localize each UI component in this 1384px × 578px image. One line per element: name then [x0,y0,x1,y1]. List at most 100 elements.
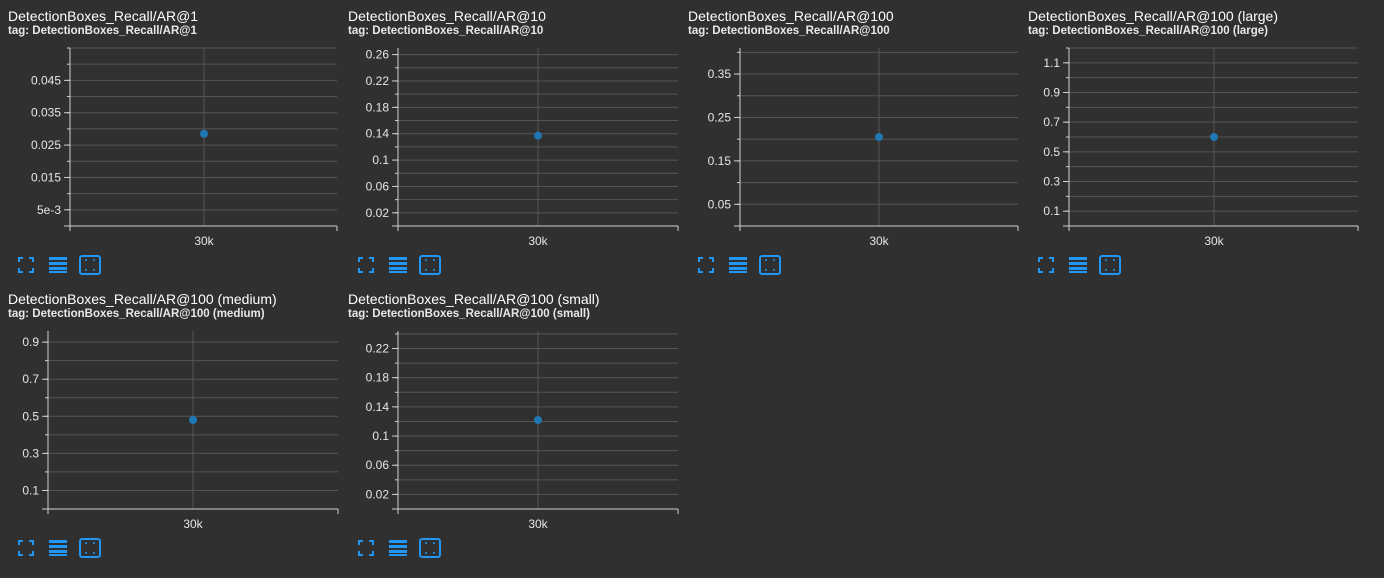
fit-domain-button[interactable] [79,537,101,559]
y-tick-label: 0.18 [366,371,390,385]
data-point [200,129,208,138]
fullscreen-button[interactable] [15,254,37,276]
x-tick-label: 30k [1204,234,1224,248]
x-tick-label: 30k [194,234,214,248]
chart-tag: tag: DetectionBoxes_Recall/AR@100 (mediu… [8,308,265,320]
fullscreen-icon [358,540,374,556]
y-tick-label: 0.9 [22,335,39,349]
fullscreen-button[interactable] [15,537,37,559]
x-tick-label: 30k [183,517,203,531]
y-tick-label: 1.1 [1043,56,1060,70]
chart-card: DetectionBoxes_Recall/AR@100 (small) tag… [340,283,680,566]
chart-title: DetectionBoxes_Recall/AR@100 (medium) [8,291,277,307]
y-tick-label: 0.1 [372,153,389,167]
chart-card: DetectionBoxes_Recall/AR@1 tag: Detectio… [0,0,340,283]
chart-plot: 5e-3 0.015 0.025 0.035 0.045 30k [31,47,338,248]
y-tick-label: 0.015 [31,170,61,184]
fit-domain-icon [1099,255,1121,275]
y-tick-label: 0.1 [22,483,39,497]
chart-card: DetectionBoxes_Recall/AR@100 tag: Detect… [680,0,1020,283]
chart-toolbar [695,254,791,276]
toggle-log-scale-button[interactable] [727,254,749,276]
y-tick-label: 0.3 [22,446,39,460]
fullscreen-icon [1038,257,1054,273]
fullscreen-icon [18,257,34,273]
fullscreen-button[interactable] [1035,254,1057,276]
fit-domain-icon [79,255,101,275]
toggle-log-scale-icon [729,257,747,273]
fullscreen-button[interactable] [355,254,377,276]
toggle-log-scale-icon [389,540,407,556]
chart-tag: tag: DetectionBoxes_Recall/AR@100 (small… [348,308,590,320]
toggle-log-scale-icon [1069,257,1087,273]
fit-domain-button[interactable] [1099,254,1121,276]
toggle-log-scale-button[interactable] [387,537,409,559]
chart-plot: 0.02 0.06 0.1 0.14 0.18 0.22 30k [366,331,679,531]
fit-domain-button[interactable] [419,254,441,276]
y-tick-label: 0.15 [708,154,732,168]
y-tick-label: 0.22 [366,342,390,356]
x-tick-label: 30k [528,517,548,531]
chart-title: DetectionBoxes_Recall/AR@1 [8,8,199,24]
y-tick-label: 0.02 [366,487,390,501]
chart-tag: tag: DetectionBoxes_Recall/AR@100 (large… [1028,25,1269,37]
fit-domain-button[interactable] [419,537,441,559]
fit-domain-button[interactable] [759,254,781,276]
data-point [1210,133,1218,141]
chart-tag: tag: DetectionBoxes_Recall/AR@1 [8,25,197,37]
chart-toolbar [15,254,111,276]
toggle-log-scale-button[interactable] [387,254,409,276]
chart-card: DetectionBoxes_Recall/AR@100 (large) tag… [1020,0,1360,283]
fullscreen-button[interactable] [695,254,717,276]
x-tick-label: 30k [869,234,889,248]
y-tick-label: 0.14 [366,400,390,414]
data-point [875,133,883,141]
x-tick-label: 30k [528,234,548,248]
toggle-log-scale-icon [389,257,407,273]
fullscreen-button[interactable] [355,537,377,559]
toggle-log-scale-button[interactable] [47,254,69,276]
y-tick-label: 0.025 [31,138,61,152]
y-tick-label: 0.06 [366,179,390,193]
data-point [534,131,542,140]
data-point [189,416,197,424]
y-tick-label: 0.5 [1043,145,1060,159]
y-tick-label: 0.035 [31,106,61,120]
chart-title: DetectionBoxes_Recall/AR@100 [688,8,894,24]
y-tick-label: 0.14 [366,127,390,141]
y-tick-label: 0.045 [31,73,61,87]
chart-card: DetectionBoxes_Recall/AR@10 tag: Detecti… [340,0,680,283]
y-tick-label: 0.7 [1043,115,1060,129]
y-tick-label: 0.26 [366,48,390,62]
y-tick-label: 0.35 [708,67,732,81]
y-tick-label: 0.06 [366,458,390,472]
toggle-log-scale-button[interactable] [1067,254,1089,276]
chart-title: DetectionBoxes_Recall/AR@100 (small) [348,291,600,307]
fit-domain-icon [79,538,101,558]
chart-plot: 0.1 0.3 0.5 0.7 0.9 30k [22,331,339,531]
y-tick-label: 0.5 [22,409,39,423]
fullscreen-icon [698,257,714,273]
chart-title: DetectionBoxes_Recall/AR@100 (large) [1028,8,1278,24]
y-tick-label: 0.05 [708,197,732,211]
fullscreen-icon [18,540,34,556]
fit-domain-icon [419,255,441,275]
y-tick-label: 0.1 [1043,204,1060,218]
chart-plot: 0.05 0.15 0.25 0.35 30k [708,48,1019,248]
toggle-log-scale-button[interactable] [47,537,69,559]
fit-domain-icon [419,538,441,558]
fullscreen-icon [358,257,374,273]
y-tick-label: 0.18 [366,100,390,114]
chart-toolbar [355,537,451,559]
chart-title: DetectionBoxes_Recall/AR@10 [348,8,546,24]
chart-tag: tag: DetectionBoxes_Recall/AR@10 [348,25,544,37]
chart-toolbar [1035,254,1131,276]
toggle-log-scale-icon [49,540,67,556]
chart-plot: 0.02 0.06 0.1 0.14 0.18 0.22 0.26 30k [366,48,679,248]
y-tick-label: 0.1 [372,429,389,443]
data-point [534,416,542,424]
fit-domain-button[interactable] [79,254,101,276]
y-tick-label: 5e-3 [37,203,61,217]
y-tick-label: 0.22 [366,74,390,88]
y-tick-label: 0.7 [22,372,39,386]
